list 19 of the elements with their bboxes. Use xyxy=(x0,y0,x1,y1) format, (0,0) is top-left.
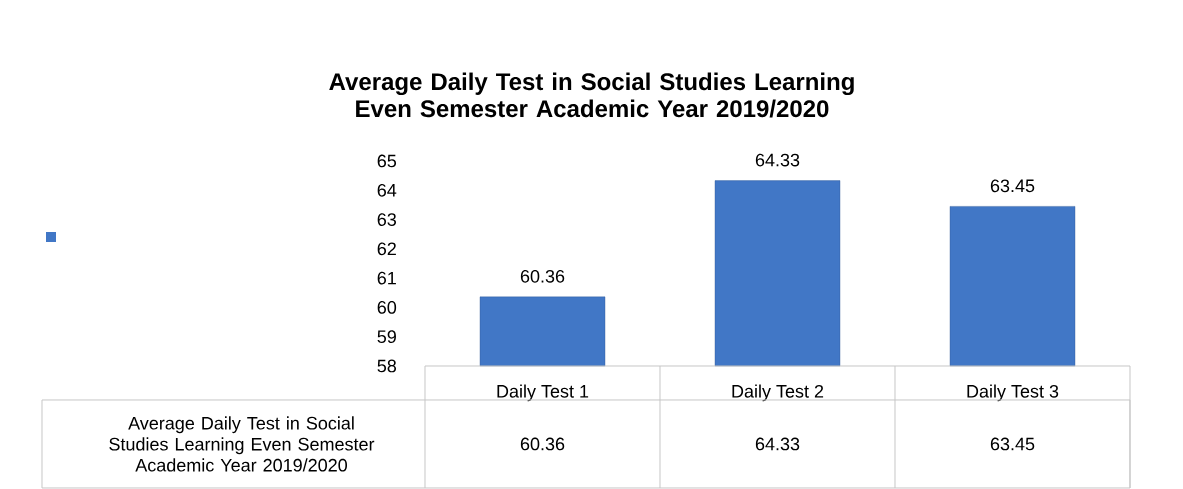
y-tick-label: 60 xyxy=(377,301,397,314)
y-tick-label: 62 xyxy=(377,242,396,256)
text: Average Daily Test in Social Studies Learning Even Semester Academic Year 2019/2020 xyxy=(109,416,375,472)
data-label: 60.36 xyxy=(520,437,565,451)
data-label: 64.33 xyxy=(755,437,800,451)
chart-title: Average Daily Test in Social Studies Learning Even Semester Academic Year 2019/2020 xyxy=(329,72,854,118)
y-tick-label: 64 xyxy=(377,183,397,197)
text: 63.45 xyxy=(990,179,1035,193)
data-label: 63.45 xyxy=(990,437,1035,451)
text: 60.36 xyxy=(520,269,565,283)
y-tick-label: 65 xyxy=(377,154,397,168)
x-tick-label: Daily Test 3 xyxy=(967,384,1059,402)
y-tick-label: 63 xyxy=(377,213,397,226)
x-tick-label: Daily Test 2 xyxy=(732,384,824,402)
y-tick-label: 58 xyxy=(377,359,397,373)
y-tick-label: 61 xyxy=(377,271,396,285)
y-tick-label: 59 xyxy=(377,330,396,344)
x-tick-label: Daily Test 1 xyxy=(497,384,589,402)
text: 64.33 xyxy=(755,153,800,167)
